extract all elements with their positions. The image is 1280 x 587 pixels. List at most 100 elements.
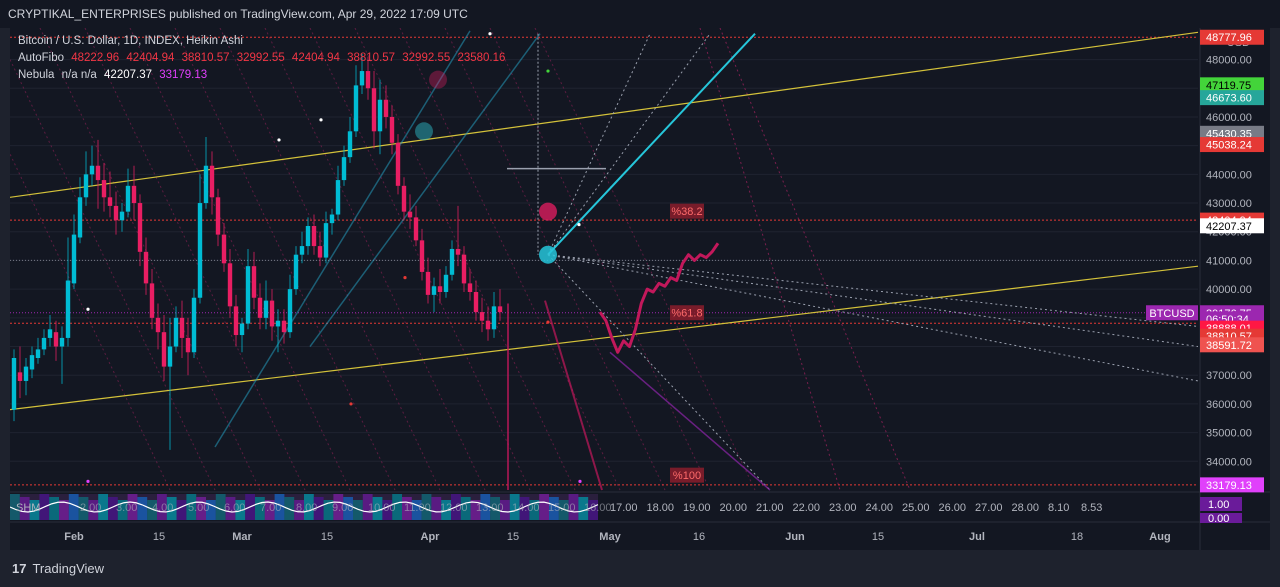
indicator-block — [294, 500, 304, 520]
candle-body — [47, 329, 53, 338]
candle-body — [401, 185, 407, 212]
candle-body — [281, 320, 287, 333]
indicator-block — [235, 500, 246, 520]
candle-body — [353, 85, 359, 132]
indicator-block — [157, 494, 167, 520]
candle-body — [95, 165, 101, 181]
candle-body — [197, 203, 203, 298]
time-tick-label: 15 — [872, 531, 884, 543]
candle-body — [365, 71, 371, 89]
background-ray — [534, 28, 756, 491]
indicator-block — [274, 494, 285, 520]
background-ray — [10, 58, 216, 491]
background-ray — [39, 28, 261, 491]
legend-symbol: Bitcoin / U.S. Dollar, 1D, INDEX, Heikin… — [18, 35, 247, 47]
time-tick-label: Apr — [421, 531, 441, 543]
signal-dot — [546, 69, 550, 73]
candle-body — [59, 337, 65, 347]
footer: 17 TradingView — [0, 550, 1280, 587]
indicator-block — [176, 500, 187, 520]
candle-body — [263, 300, 269, 318]
projection-ray — [544, 300, 603, 491]
chart-area[interactable]: %38.2 %61.8 %100 SHM 2.00 3.00 4.00 5.00 6.00 7.0… — [10, 28, 1270, 550]
autofibo-value: 38810.57 — [347, 52, 396, 64]
indicator-value: 18.00 — [647, 502, 675, 514]
indicator-block — [539, 494, 549, 520]
candle-body — [293, 254, 299, 290]
indicator-name: SHM — [16, 502, 40, 514]
background-ray — [399, 28, 621, 491]
candle-body — [149, 283, 155, 318]
signal-dot — [86, 307, 90, 311]
indicator-block — [392, 494, 402, 520]
candle-body — [245, 266, 251, 324]
candle-body — [221, 234, 227, 264]
candle-body — [191, 297, 197, 353]
indicator-block — [568, 494, 579, 520]
indicator-value: 11.00 — [404, 502, 431, 514]
time-tick-label: Feb — [64, 531, 84, 543]
fan-line — [547, 254, 1199, 327]
price-tag: 45038.24 — [1206, 140, 1252, 152]
candle-body — [167, 346, 173, 367]
time-tick-label: May — [599, 531, 621, 543]
candle-body — [185, 337, 191, 353]
signal-dot — [319, 118, 323, 122]
indicator-block — [382, 500, 393, 520]
candle-body — [23, 366, 29, 381]
background-ray — [489, 28, 711, 491]
candle-body — [491, 306, 497, 330]
indicator-block — [19, 497, 30, 520]
indicator-line — [10, 501, 599, 513]
price-tick-label: 34000.00 — [1206, 456, 1252, 468]
candle-body — [209, 165, 215, 198]
price-tag-box — [1200, 477, 1264, 493]
indicator-block — [186, 494, 197, 520]
indicator-block — [264, 500, 275, 520]
price-chart[interactable]: %38.2 %61.8 %100 SHM 2.00 3.00 4.00 5.00 6.00 7.0… — [10, 28, 1270, 550]
fan-line — [547, 254, 1199, 382]
nebula-value: 33179.13 — [159, 69, 208, 81]
indicator-value: 9.00 — [332, 502, 353, 514]
signal-dot — [577, 222, 581, 227]
candle-body — [419, 240, 425, 272]
background-ray — [174, 28, 396, 491]
indicator-block — [509, 494, 520, 520]
indicator-value: 4.00 — [152, 502, 173, 514]
indicator-value: 5.00 — [188, 502, 209, 514]
price-tick-label: 35000.00 — [1206, 428, 1252, 440]
indicator-block — [255, 497, 265, 520]
indicator-block — [480, 494, 491, 520]
trend-line — [309, 33, 541, 347]
candle-body — [35, 349, 41, 358]
candle-body — [287, 289, 293, 333]
indicator-block — [10, 494, 20, 520]
nebula-label: Nebula — [18, 69, 55, 81]
fib-label-box — [670, 203, 704, 219]
candle-body — [89, 165, 95, 175]
candle-body — [179, 317, 185, 338]
candle-body — [215, 197, 221, 235]
price-tick-label: 36000.00 — [1206, 399, 1252, 411]
candle-body — [155, 317, 161, 333]
background-ray — [84, 28, 306, 491]
fan-line — [547, 33, 651, 255]
tradingview-brand[interactable]: TradingView — [32, 561, 105, 576]
publisher-text: CRYPTIKAL_ENTERPRISES published on Tradi… — [8, 7, 468, 21]
indicator-block — [441, 500, 451, 520]
candle-body — [137, 203, 143, 252]
signal-circle-bull — [539, 245, 557, 264]
nebula-value: 42207.37 — [104, 69, 152, 81]
indicator-value: 3.00 — [116, 502, 137, 514]
indicator-value: 19.00 — [683, 502, 711, 514]
background-ray — [10, 152, 171, 491]
indicator-block — [49, 497, 59, 520]
indicator-block — [196, 497, 206, 520]
time-tick-label: Jun — [785, 531, 805, 543]
candle-body — [317, 246, 323, 258]
indicator-scale-label: 1.00 — [1208, 499, 1229, 511]
candle-body — [257, 297, 263, 318]
price-tag: 48777.96 — [1206, 32, 1252, 44]
tradingview-logo[interactable]: 17 — [12, 561, 27, 576]
candle-body — [413, 217, 419, 241]
